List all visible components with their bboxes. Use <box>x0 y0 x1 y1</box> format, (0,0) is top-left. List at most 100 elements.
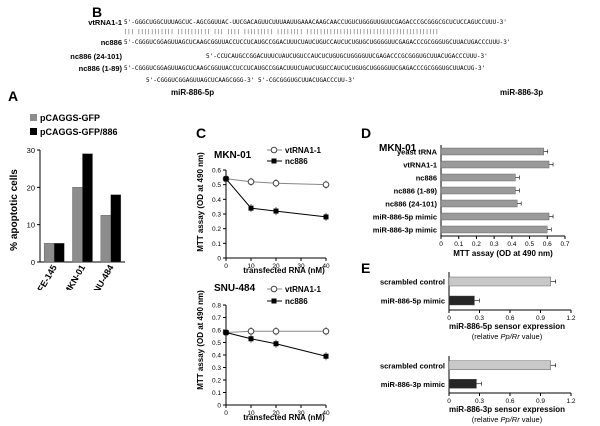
sequence-row: nc886 (1-89) 5'-CGGGUCGGAGUUAGCUCAAGCGGU… <box>0 64 600 74</box>
data-point <box>247 327 255 335</box>
y-tick-label: 0.4 <box>212 197 221 204</box>
y-tick-label: scrambled control <box>380 361 445 370</box>
sequence-text: 5'-CGGGUCGGAGUUAGCUCAAGCGGG-3' 5'-CGCGGG… <box>146 77 356 84</box>
x-tick-label: 0.3 <box>475 398 484 405</box>
y-tick-label: 0.4 <box>212 353 221 360</box>
legend-swatch <box>30 114 37 121</box>
panel-label-e: E <box>361 260 371 276</box>
x-tick-label: HFE-145 <box>32 263 59 290</box>
sequence-name: nc886 (1-89) <box>78 64 122 73</box>
legend-label: vtRNA1-1 <box>285 146 322 155</box>
x-axis-sublabel: (relative Pp/Rr value) <box>472 332 543 341</box>
legend-label: pCAGGS-GFP/886 <box>40 127 118 137</box>
bar <box>72 187 83 263</box>
sequence-row: nc886 (24-101) 5'-CCUCAUGCCGGACUUUCUAUCU… <box>0 52 600 62</box>
y-tick-label: 0.6 <box>212 328 221 335</box>
x-axis-label: transfected RNA (nM) <box>243 413 325 422</box>
legend: pCAGGS-GFP pCAGGS-GFP/886 <box>30 113 118 137</box>
x-tick-label: 0.3 <box>475 315 484 322</box>
data-point <box>323 353 329 359</box>
sequence-text: 5'-CGGGUCGGAGUUAGCUCAAGCGGUUACCUCCUCAUGC… <box>124 65 486 72</box>
sequence-row: nc886 5'-CGGGUCGGAGUUAGCUCAAGCGGUUACCUCC… <box>0 38 600 48</box>
chart-a: pCAGGS-GFP pCAGGS-GFP/886 0 10 20 30 HFE-145… <box>9 113 125 290</box>
sequence-row: vtRNA1-1 5'-GGGCUGGCUUUAGCUC-AGCGGUUAC-U… <box>0 18 600 28</box>
mirna-3p-label: miR-886-3p <box>500 88 544 97</box>
bar <box>82 153 93 263</box>
panel-label-a: A <box>8 88 19 104</box>
data-point <box>273 208 279 214</box>
data-point <box>223 330 229 335</box>
bar <box>448 295 475 306</box>
data-point <box>323 214 329 220</box>
legend-label: pCAGGS-GFP <box>40 113 100 123</box>
y-tick-label: 30 <box>27 146 35 155</box>
x-tick-label: 40 <box>322 263 330 270</box>
x-tick-label: 0.9 <box>536 398 545 405</box>
x-tick-label: 0.1 <box>454 241 463 248</box>
y-tick-label: 0.7 <box>212 315 221 322</box>
y-tick-label: scrambled control <box>380 278 445 287</box>
y-tick-label: 0.8 <box>212 303 221 310</box>
y-tick-label: miR-886-3p mimic <box>381 380 445 389</box>
data-point <box>223 176 229 182</box>
legend-label: vtRNA1-1 <box>285 285 322 294</box>
y-tick-label: 10 <box>27 221 35 230</box>
y-tick-label: 0 <box>217 256 221 263</box>
x-tick-label: 0.2 <box>472 241 481 248</box>
x-tick-label: 10 <box>247 263 255 270</box>
y-tick-label: 0.6 <box>212 168 221 175</box>
bar <box>440 147 544 156</box>
x-tick-label: 0.4 <box>507 241 516 248</box>
x-tick-label: 1.2 <box>566 398 575 405</box>
x-tick-label: SNU-484 <box>88 263 115 290</box>
y-tick-label: 0.1 <box>212 390 221 397</box>
bar <box>110 194 122 263</box>
chart-d: MKN-01 0 0.1 0.2 0.3 0.4 0.5 0.6 0.7 yeast tRNA v… <box>373 143 570 258</box>
x-tick-label: MKN-01 <box>62 263 87 290</box>
bar <box>440 225 548 234</box>
y-tick-label: yeast tRNA <box>397 148 438 157</box>
series-line <box>225 330 326 333</box>
x-tick-label: 0 <box>439 241 443 248</box>
bar <box>448 360 551 370</box>
y-axis-label: MTT assay (OD at 490 nm) <box>196 152 205 252</box>
x-tick-label: 0.6 <box>543 241 552 248</box>
data-point <box>322 181 330 188</box>
bar <box>440 173 516 182</box>
chart-e: 0 0.3 0.6 0.9 1.2 scrambled control miR-886-5p… <box>380 272 576 424</box>
legend: vtRNA1-1 nc886 <box>267 146 322 166</box>
y-tick-label: vtRNA1-1 <box>403 161 437 170</box>
legend-swatch <box>30 128 37 135</box>
y-tick-label: 0 <box>217 403 221 410</box>
data-point <box>272 327 280 335</box>
y-tick-label: 0.3 <box>212 365 221 372</box>
panel-label-b: B <box>92 4 103 20</box>
x-axis-label: transfected RNA (nM) <box>243 266 325 275</box>
bar <box>448 379 477 389</box>
data-point <box>248 336 254 342</box>
y-tick-label: miR-886-5p mimic <box>373 213 437 222</box>
x-tick-label: 40 <box>322 410 330 417</box>
series-line <box>225 178 327 186</box>
y-axis-label: MTT assay (OD at 490 nm) <box>196 290 205 390</box>
y-tick-label: nc886 <box>416 174 437 183</box>
sequence-text: 5'-GGGCUGGCUUUAGCUC-AGCGGUUAC-UUCGACAGUU… <box>124 19 507 26</box>
x-tick-label: 0.3 <box>490 241 499 248</box>
sequence-text: 5'-CCUCAUGCCGGACUUUCUAUCUGUCCAUCUCUGUGCU… <box>206 53 488 60</box>
y-tick-label: miR-886-5p mimic <box>381 297 445 306</box>
series-line <box>225 332 327 357</box>
x-tick-label: 0 <box>447 315 451 322</box>
x-tick-label: 0.7 <box>560 241 569 248</box>
y-tick-label: nc886 (1-89) <box>394 187 438 196</box>
legend-marker <box>271 158 277 164</box>
sequence-name: nc886 <box>100 38 122 47</box>
y-tick-label: 0.5 <box>212 340 221 347</box>
bar <box>440 160 550 169</box>
legend-label: nc886 <box>285 157 308 166</box>
data-point <box>273 341 279 347</box>
x-tick-label: 20 <box>272 410 280 417</box>
data-point <box>272 179 280 187</box>
legend-marker <box>270 146 278 154</box>
bar <box>440 212 550 221</box>
y-tick-label: 0.2 <box>212 378 221 385</box>
